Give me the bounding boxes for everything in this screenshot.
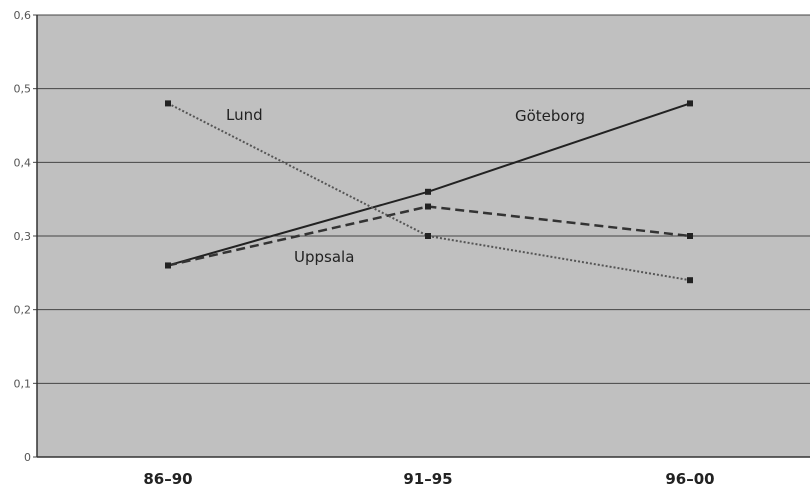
x-tick-label: 96–00 (665, 470, 714, 488)
data-point-uppsala (425, 203, 431, 210)
y-tick-label: 0,1 (14, 377, 32, 390)
data-point-lund (425, 233, 431, 239)
data-point-uppsala (687, 233, 693, 239)
y-tick-label: 0,5 (14, 83, 32, 96)
y-axis: 0 0,1 0,2 0,3 0,4 0,5 0,6 (14, 9, 38, 464)
series-layer (165, 100, 693, 284)
data-point-goteborg (687, 100, 693, 107)
data-point-goteborg (425, 188, 431, 195)
y-tick-label: 0 (24, 451, 31, 464)
data-point-lund (687, 277, 693, 284)
data-point-lund (165, 100, 171, 107)
series-label-uppsala: Uppsala (294, 248, 354, 266)
y-tick-label: 0,3 (14, 230, 32, 243)
data-point-uppsala (165, 262, 171, 269)
x-axis: 86–90 91–95 96–00 (37, 456, 810, 488)
y-tick-label: 0,4 (14, 156, 32, 169)
series-label-goteborg: Göteborg (515, 107, 585, 125)
series-labels: Lund Göteborg Uppsala (226, 106, 585, 266)
y-tick-label: 0,6 (14, 9, 32, 22)
series-label-lund: Lund (226, 106, 263, 124)
x-tick-label: 86–90 (143, 470, 192, 488)
y-tick-label: 0,2 (14, 304, 32, 317)
x-tick-label: 91–95 (403, 470, 452, 488)
series-line-lund (167, 102, 691, 282)
gridlines (37, 14, 810, 384)
